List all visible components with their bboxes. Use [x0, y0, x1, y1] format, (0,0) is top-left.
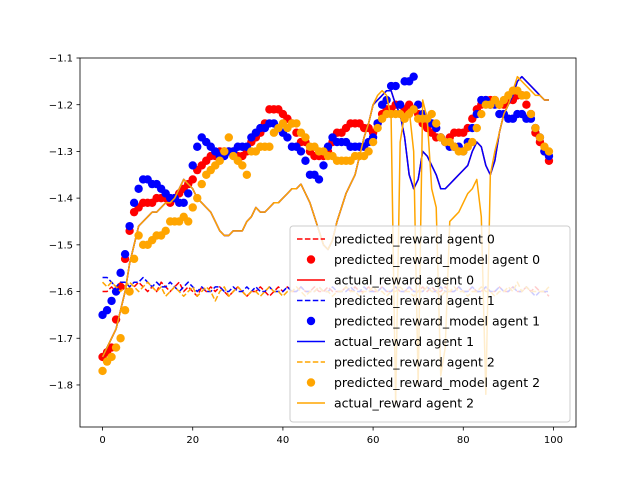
data-point: [526, 109, 536, 119]
data-point: [197, 179, 206, 189]
data-point: [111, 287, 121, 296]
legend-marker: [306, 316, 316, 326]
data-point: [409, 105, 418, 114]
legend-entry-actual-reward-agent-1: actual_reward agent 1: [297, 334, 474, 349]
data-point: [535, 133, 545, 142]
data-point: [184, 189, 193, 198]
data-point: [283, 133, 292, 142]
legend-entry-predicted-reward-agent-0: predicted_reward agent 0: [297, 232, 495, 247]
y-tick-label: −1.1: [49, 54, 73, 65]
data-point: [296, 147, 306, 156]
data-point: [107, 352, 116, 362]
legend-label: actual_reward agent 1: [334, 334, 474, 349]
legend-label: actual_reward agent 0: [334, 273, 474, 288]
legend-entry-predicted-reward-model-agent-0: predicted_reward_model agent 0: [306, 252, 540, 267]
data-point: [531, 123, 540, 133]
data-point: [134, 184, 143, 193]
y-tick-label: −1.5: [49, 240, 73, 251]
data-point: [409, 72, 418, 81]
data-point: [319, 161, 328, 170]
data-point: [391, 81, 400, 91]
data-point: [382, 95, 391, 105]
data-point: [522, 100, 531, 109]
data-point: [98, 366, 107, 376]
data-point: [188, 203, 197, 212]
data-point: [129, 198, 139, 207]
data-point: [373, 123, 382, 133]
data-point: [116, 268, 125, 278]
x-tick-label: 100: [544, 435, 563, 446]
x-tick-label: 60: [367, 435, 380, 446]
legend-label: predicted_reward_model agent 0: [334, 252, 540, 267]
legend-entry-predicted-reward-model-agent-1: predicted_reward_model agent 1: [306, 314, 540, 329]
data-point: [102, 306, 112, 315]
legend-marker: [306, 378, 316, 387]
data-point: [125, 287, 134, 296]
y-tick-label: −1.7: [49, 334, 73, 345]
data-point: [468, 137, 477, 147]
x-tick-label: 20: [186, 435, 199, 446]
data-point: [120, 249, 130, 259]
legend-label: predicted_reward agent 2: [334, 355, 495, 370]
y-tick-label: −1.3: [49, 147, 73, 158]
axes-frame: [79, 57, 577, 428]
x-tick-label: 40: [277, 435, 290, 446]
data-point: [395, 100, 405, 109]
x-tick-label: 0: [99, 435, 105, 446]
data-point: [477, 109, 486, 119]
legend: predicted_reward agent 0 predicted_reward…: [289, 225, 571, 423]
y-tick-label: −1.8: [49, 381, 73, 392]
data-point: [544, 147, 554, 156]
data-point: [193, 142, 202, 151]
legend-label: predicted_reward_model agent 2: [334, 375, 540, 390]
legend-entry-predicted-reward-agent-2: predicted_reward agent 2: [297, 355, 495, 370]
data-point: [184, 217, 193, 226]
data-point: [238, 161, 247, 170]
data-point: [427, 109, 436, 119]
data-point: [265, 142, 274, 151]
data-point: [107, 296, 116, 306]
legend-entry-predicted-reward-model-agent-2: predicted_reward_model agent 2: [306, 375, 540, 390]
data-point: [224, 133, 233, 142]
axes: 0 20 40 60 80 100 −1.8 −1.7 −1.6 −1.5 −1.4 −1.3 −1.2…: [49, 54, 577, 446]
legend-label: predicted_reward_model agent 1: [334, 314, 540, 329]
data-point: [179, 198, 188, 207]
data-point: [220, 147, 229, 156]
legend-label: predicted_reward agent 0: [334, 232, 495, 247]
data-point: [129, 254, 139, 264]
data-point: [301, 133, 310, 142]
data-point: [111, 343, 121, 352]
y-tick-label: −1.6: [49, 287, 73, 298]
data-point: [364, 147, 373, 156]
legend-entry-predicted-reward-agent-1: predicted_reward agent 1: [297, 293, 495, 308]
data-point: [301, 156, 310, 165]
series-predicted-reward-model-agent-2: [98, 86, 554, 376]
data-point: [116, 334, 125, 343]
data-point: [292, 119, 301, 128]
y-tick-label: −1.2: [49, 100, 73, 111]
legend-entry-actual-reward-agent-2: actual_reward agent 2: [297, 396, 474, 411]
data-point: [188, 161, 197, 170]
data-point: [188, 175, 197, 184]
data-point: [314, 175, 324, 184]
y-tick-label: −1.4: [49, 194, 73, 205]
series-predicted-reward-model-agent-1: [98, 72, 554, 320]
legend-label: predicted_reward agent 1: [334, 293, 495, 308]
data-point: [161, 226, 170, 236]
x-tick-label: 80: [457, 435, 470, 446]
data-point: [215, 156, 224, 165]
data-point: [522, 91, 531, 100]
legend-entry-actual-reward-agent-0: actual_reward agent 0: [297, 273, 474, 288]
data-point: [120, 306, 130, 315]
data-point: [242, 170, 252, 179]
data-point: [432, 119, 441, 128]
legend-box: [289, 225, 571, 423]
data-point: [472, 123, 481, 133]
legend-marker: [306, 255, 316, 264]
data-point: [125, 221, 134, 231]
legend-label: actual_reward agent 2: [334, 396, 474, 411]
data-point: [368, 137, 378, 147]
